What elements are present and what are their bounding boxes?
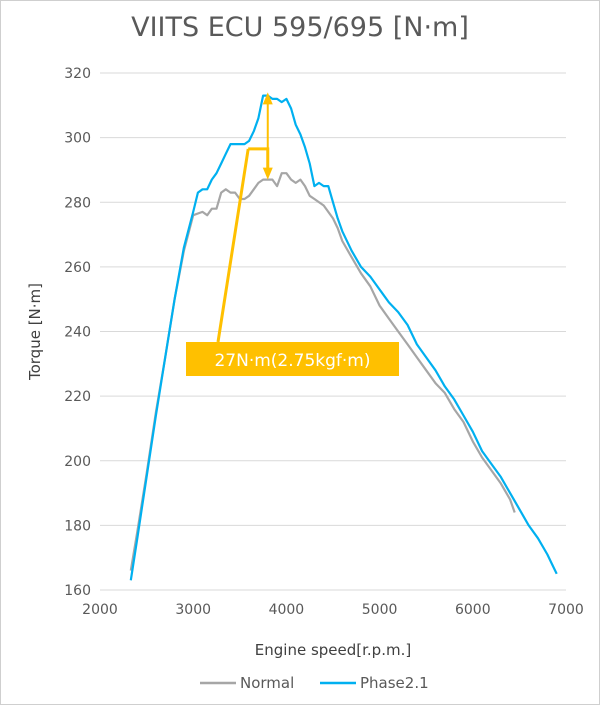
annotation-arrow-down-head bbox=[262, 167, 273, 180]
annotation-leader-line bbox=[216, 148, 250, 343]
y-tick-label: 180 bbox=[64, 518, 91, 534]
y-tick-label: 220 bbox=[64, 389, 91, 405]
x-tick-label: 4000 bbox=[269, 602, 305, 618]
series-line-normal bbox=[129, 172, 516, 571]
y-tick-labels: 160 180 200 220 240 260 280 300 320 bbox=[64, 66, 91, 599]
y-tick-label: 160 bbox=[64, 583, 91, 599]
y-tick-label: 280 bbox=[64, 195, 91, 211]
x-tick-label: 5000 bbox=[362, 602, 398, 618]
y-tick-label: 320 bbox=[64, 66, 91, 82]
x-axis-title: Engine speed[r.p.m.] bbox=[255, 641, 411, 659]
y-tick-label: 240 bbox=[64, 325, 91, 341]
series-lines bbox=[129, 94, 558, 581]
y-axis-title: Torque [N·m] bbox=[26, 283, 44, 381]
legend: Normal Phase2.1 bbox=[200, 674, 429, 692]
series-line-phase2-1 bbox=[129, 94, 558, 581]
torque-gain-annotation: 27N·m(2.75kgf·m) bbox=[186, 92, 399, 376]
x-tick-label: 7000 bbox=[548, 602, 584, 618]
legend-label: Phase2.1 bbox=[360, 674, 429, 692]
x-tick-label: 6000 bbox=[455, 602, 491, 618]
y-tick-label: 260 bbox=[64, 260, 91, 276]
y-tick-label: 200 bbox=[64, 454, 91, 470]
annotation-label: 27N·m(2.75kgf·m) bbox=[214, 351, 370, 371]
x-tick-labels: 2000 3000 4000 5000 6000 7000 bbox=[82, 602, 584, 618]
annotation-arrow-up-head bbox=[262, 92, 273, 105]
annotation-box bbox=[186, 342, 399, 376]
legend-label: Normal bbox=[240, 674, 294, 692]
x-tick-label: 3000 bbox=[175, 602, 211, 618]
chart-title: VIITS ECU 595/695 [N·m] bbox=[131, 12, 469, 43]
x-tick-label: 2000 bbox=[82, 602, 118, 618]
y-tick-label: 300 bbox=[64, 131, 91, 147]
